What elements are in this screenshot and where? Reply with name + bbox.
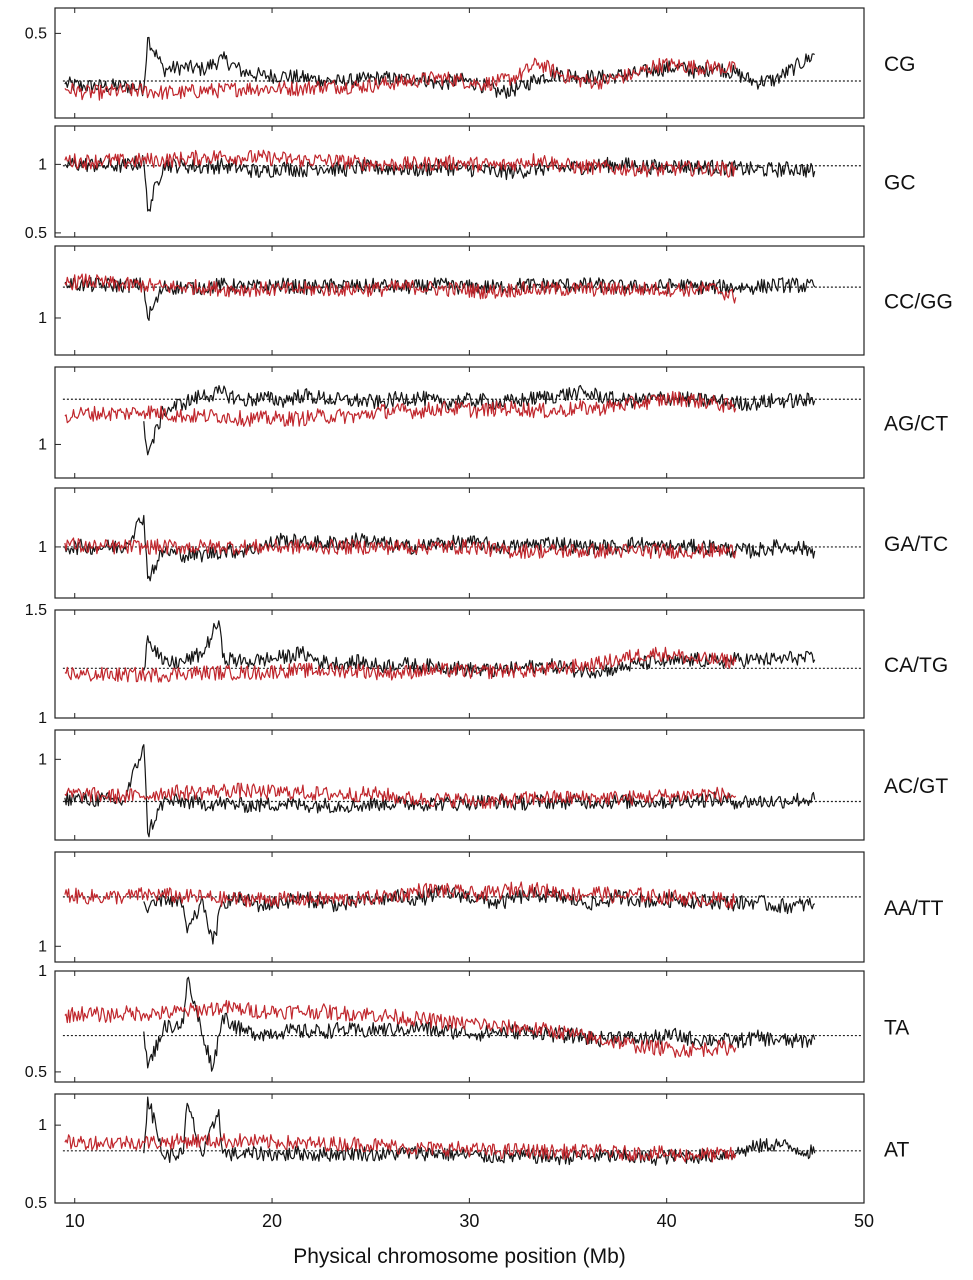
x-tick-label: 50 [854,1211,874,1231]
y-tick-label: 1 [38,710,47,727]
series-line-red [64,646,737,683]
x-tick-label: 30 [459,1211,479,1231]
panel-label: CA/TG [884,654,948,677]
panel-label: GC [884,172,916,195]
panel-frame [54,970,865,1083]
series-line-black [64,36,815,99]
panel-label: AG/CT [884,413,948,436]
panel-aa-tt: 1 AA/TT [38,851,944,963]
panel-label: AC/GT [884,775,948,798]
series-line-red [64,999,737,1058]
y-tick-label: 1 [38,963,47,980]
panel-frame [54,1093,865,1204]
panel-frame [54,487,865,599]
panel-label: AT [884,1139,909,1162]
x-tick-label: 10 [65,1211,85,1231]
panel-gc: 0.5 1 GC [25,125,916,242]
series-line-red [64,1133,737,1163]
y-tick-label: 1 [38,751,47,768]
panel-frame [54,729,865,841]
series-line-black [64,514,816,582]
series-line-red [64,782,737,809]
panel-frame [54,851,865,963]
panel-ga-tc: 1 GA/TC [38,487,948,599]
panel-frame [54,245,865,356]
panel-label: CG [884,53,916,76]
y-tick-label: 1 [38,938,47,955]
panel-cg: 0.5 CG [25,7,916,119]
y-tick-label: 0.5 [25,25,47,42]
y-tick-label: 0.5 [25,1195,47,1212]
series-line-red [64,390,737,427]
y-tick-label: 0.5 [25,225,47,242]
series-line-black [143,976,816,1072]
series-line-black [143,384,816,456]
series-line-black [64,155,816,212]
panel-label: GA/TC [884,533,948,556]
series-line-black [143,1096,816,1166]
y-tick-label: 1 [38,1117,47,1134]
x-tick-label: 20 [262,1211,282,1231]
y-tick-label: 1 [38,156,47,173]
series-line-red [64,149,737,178]
y-tick-label: 1 [38,436,47,453]
panel-frame [54,609,865,719]
x-axis-title: Physical chromosome position (Mb) [293,1245,626,1268]
series-line-black [143,620,816,679]
panel-ac-gt: 1 AC/GT [38,729,948,841]
x-tick-label: 40 [657,1211,677,1231]
panel-frame [54,7,865,119]
panel-frame [54,125,865,238]
y-tick-label: 1 [38,539,47,556]
panel-ag-ct: 1 AG/CT [38,366,948,479]
y-tick-label: 1 [38,310,47,327]
y-tick-label: 1.5 [25,602,47,619]
panel-at: 0.5 1 AT [25,1093,909,1212]
series-line-red [64,273,737,304]
series-line-red [64,57,737,101]
panel-label: AA/TT [884,897,944,920]
panel-label: TA [884,1017,909,1040]
series-line-red [64,537,737,560]
series-line-black [64,744,816,838]
panel-ca-tg: 1 1.5 CA/TG [25,602,948,727]
panel-cc-gg: 1 CC/GG [38,245,953,356]
series-line-red [64,881,737,910]
panel-frame [54,366,865,479]
panel-ta: 0.5 1 TA [25,963,909,1083]
panel-label: CC/GG [884,291,953,314]
y-tick-label: 0.5 [25,1064,47,1081]
